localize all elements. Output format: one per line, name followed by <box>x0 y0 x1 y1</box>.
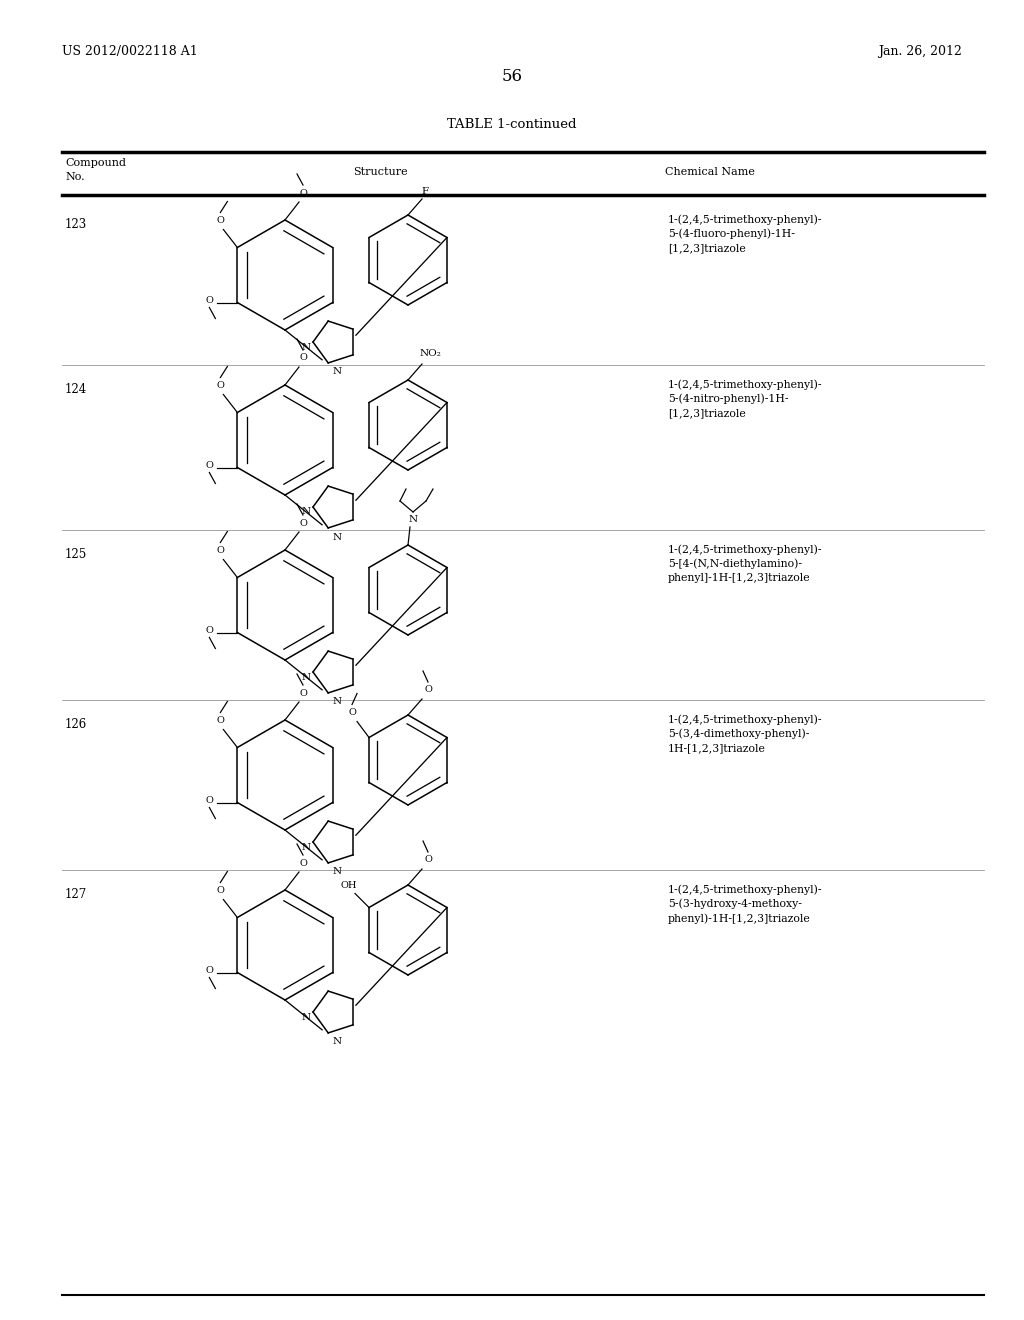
Text: 1-(2,4,5-trimethoxy-phenyl)-
5-(3-hydroxy-4-methoxy-
phenyl)-1H-[1,2,3]triazole: 1-(2,4,5-trimethoxy-phenyl)- 5-(3-hydrox… <box>668 884 822 924</box>
Text: O: O <box>299 858 307 867</box>
Text: O: O <box>206 796 213 805</box>
Text: O: O <box>206 296 213 305</box>
Text: O: O <box>216 381 224 389</box>
Text: N: N <box>302 1012 311 1022</box>
Text: N: N <box>333 697 342 706</box>
Text: TABLE 1-continued: TABLE 1-continued <box>447 117 577 131</box>
Text: O: O <box>206 626 213 635</box>
Text: N: N <box>302 842 311 851</box>
Text: 127: 127 <box>65 888 87 902</box>
Text: 125: 125 <box>65 548 87 561</box>
Text: 1-(2,4,5-trimethoxy-phenyl)-
5-(4-nitro-phenyl)-1H-
[1,2,3]triazole: 1-(2,4,5-trimethoxy-phenyl)- 5-(4-nitro-… <box>668 379 822 418</box>
Text: N: N <box>302 507 311 516</box>
Text: F: F <box>422 186 429 195</box>
Text: N: N <box>302 672 311 681</box>
Text: O: O <box>299 354 307 363</box>
Text: US 2012/0022118 A1: US 2012/0022118 A1 <box>62 45 198 58</box>
Text: N: N <box>333 532 342 541</box>
Text: Jan. 26, 2012: Jan. 26, 2012 <box>879 45 962 58</box>
Text: OH: OH <box>341 880 357 890</box>
Text: O: O <box>216 715 224 725</box>
Text: Chemical Name: Chemical Name <box>665 168 755 177</box>
Text: 1-(2,4,5-trimethoxy-phenyl)-
5-(4-fluoro-phenyl)-1H-
[1,2,3]triazole: 1-(2,4,5-trimethoxy-phenyl)- 5-(4-fluoro… <box>668 214 822 253</box>
Text: O: O <box>299 689 307 697</box>
Text: Compound: Compound <box>65 158 126 168</box>
Text: N: N <box>302 342 311 351</box>
Text: N: N <box>333 867 342 876</box>
Text: 126: 126 <box>65 718 87 731</box>
Text: O: O <box>424 855 432 865</box>
Text: N: N <box>333 367 342 376</box>
Text: 1-(2,4,5-trimethoxy-phenyl)-
5-(3,4-dimethoxy-phenyl)-
1H-[1,2,3]triazole: 1-(2,4,5-trimethoxy-phenyl)- 5-(3,4-dime… <box>668 714 822 754</box>
Text: O: O <box>216 886 224 895</box>
Text: O: O <box>216 216 224 224</box>
Text: N: N <box>409 515 418 524</box>
Text: O: O <box>299 189 307 198</box>
Text: 123: 123 <box>65 218 87 231</box>
Text: No.: No. <box>65 172 85 182</box>
Text: 56: 56 <box>502 69 522 84</box>
Text: N: N <box>333 1038 342 1047</box>
Text: NO₂: NO₂ <box>419 350 441 359</box>
Text: 1-(2,4,5-trimethoxy-phenyl)-
5-[4-(N,N-diethylamino)-
phenyl]-1H-[1,2,3]triazole: 1-(2,4,5-trimethoxy-phenyl)- 5-[4-(N,N-d… <box>668 544 822 583</box>
Text: Structure: Structure <box>352 168 408 177</box>
Text: 124: 124 <box>65 383 87 396</box>
Text: O: O <box>206 966 213 975</box>
Text: O: O <box>424 685 432 694</box>
Text: O: O <box>206 461 213 470</box>
Text: O: O <box>299 519 307 528</box>
Text: O: O <box>216 546 224 554</box>
Text: O: O <box>348 708 356 717</box>
